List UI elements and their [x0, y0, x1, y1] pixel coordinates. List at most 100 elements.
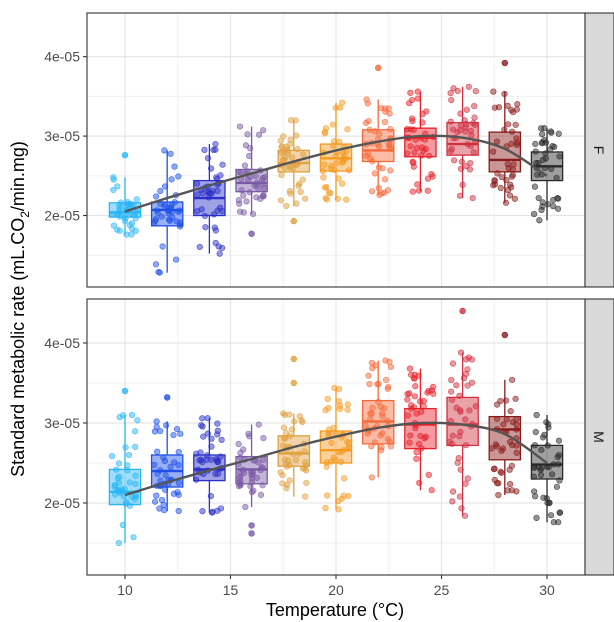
x-tick-label: 30 [539, 582, 555, 598]
data-point [550, 519, 557, 526]
data-point [253, 194, 260, 201]
data-point [335, 386, 343, 393]
data-point [385, 141, 393, 149]
data-point [385, 383, 392, 390]
data-point [366, 126, 373, 133]
data-point [447, 118, 454, 125]
data-point [513, 135, 520, 142]
x-tick-label: 25 [434, 582, 450, 598]
box-group [404, 88, 437, 195]
data-point [371, 170, 379, 177]
data-point [279, 472, 286, 479]
data-point [196, 243, 203, 251]
data-point [531, 183, 538, 190]
data-point [456, 392, 463, 399]
outlier-point [290, 217, 297, 225]
data-point [410, 159, 417, 166]
data-point [194, 191, 201, 198]
data-point [292, 456, 300, 464]
data-point [153, 418, 160, 425]
data-point [207, 492, 215, 500]
data-point [409, 188, 416, 195]
data-point [494, 170, 501, 177]
data-point [238, 187, 245, 194]
data-point [208, 443, 215, 450]
data-point [204, 154, 212, 162]
data-point [458, 505, 465, 512]
data-point [108, 452, 116, 460]
data-point [500, 421, 507, 428]
data-point [236, 208, 244, 215]
data-point [284, 147, 291, 154]
data-point [530, 464, 538, 472]
data-point [542, 155, 549, 162]
data-point [260, 127, 267, 134]
y-tick-label: 2e-05 [44, 495, 80, 511]
data-point [536, 217, 543, 224]
data-point [540, 494, 547, 501]
data-point [193, 476, 200, 483]
data-point [292, 117, 299, 124]
data-point [132, 443, 139, 450]
facet-strip [584, 12, 614, 288]
data-point [302, 195, 309, 202]
data-point [501, 90, 508, 98]
data-point [217, 505, 225, 512]
data-point [375, 164, 383, 171]
y-tick-label: 2e-05 [44, 208, 80, 224]
data-point [410, 126, 417, 133]
data-point [260, 435, 267, 442]
data-point [472, 403, 479, 410]
data-point [115, 539, 122, 547]
y-tick-label: 3e-05 [44, 415, 80, 431]
data-point [386, 110, 393, 117]
data-point [345, 444, 352, 451]
data-point [154, 448, 161, 455]
data-point [406, 439, 413, 446]
data-point [159, 243, 166, 250]
data-point [418, 152, 425, 159]
facet-strip-label: M [591, 431, 607, 443]
data-point [154, 470, 161, 478]
data-point [377, 104, 385, 112]
data-point [278, 143, 285, 151]
data-point [199, 508, 206, 515]
data-point [414, 95, 422, 102]
box-group [108, 151, 142, 238]
data-point [367, 415, 374, 423]
data-point [260, 456, 267, 463]
data-point [251, 182, 258, 189]
data-point [167, 463, 174, 470]
data-point [364, 100, 371, 107]
data-point [324, 395, 331, 403]
data-point [277, 197, 285, 204]
data-point [530, 473, 537, 480]
data-point [175, 173, 182, 180]
data-point [406, 390, 413, 397]
data-point [505, 121, 512, 128]
data-point [539, 140, 546, 147]
data-point [412, 383, 419, 390]
data-point [299, 151, 307, 158]
data-point [494, 401, 501, 408]
data-point [511, 195, 518, 202]
data-point [168, 201, 175, 208]
data-point [369, 365, 376, 372]
data-point [200, 433, 207, 440]
data-point [115, 479, 123, 486]
data-point [193, 180, 201, 187]
trend-line [124, 134, 548, 213]
data-point [367, 410, 374, 417]
data-point [156, 505, 163, 512]
data-point [509, 376, 516, 383]
data-point [340, 475, 348, 482]
data-point [175, 507, 182, 515]
data-point [406, 100, 413, 107]
data-point [513, 421, 520, 428]
data-point [415, 187, 423, 194]
data-point [301, 448, 308, 455]
data-point [198, 422, 205, 429]
data-point [503, 397, 510, 404]
data-point [495, 491, 502, 499]
data-point [336, 138, 343, 146]
